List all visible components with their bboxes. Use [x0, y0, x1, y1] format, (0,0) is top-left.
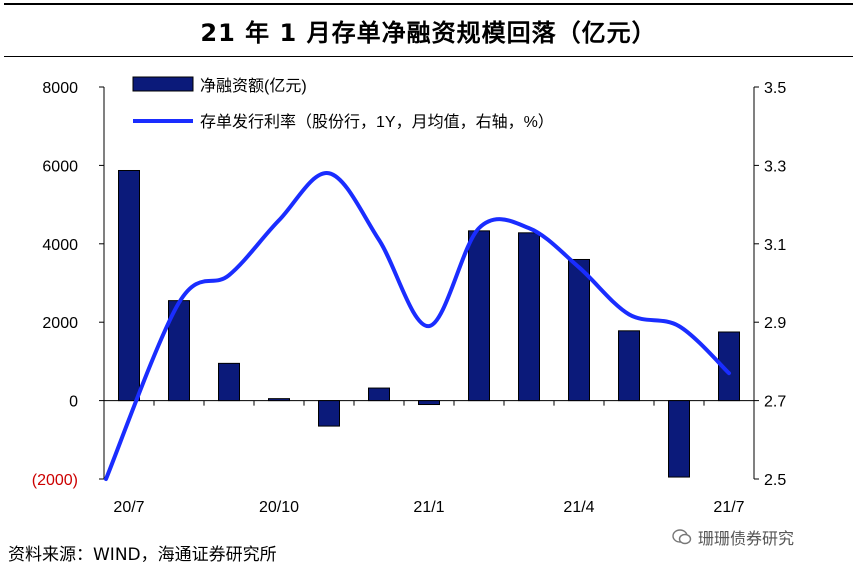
x-tick-label: 21/4	[563, 499, 594, 516]
bar	[718, 331, 740, 402]
right-tick-label: 3.1	[764, 237, 786, 254]
x-tick-label: 21/7	[713, 499, 744, 516]
bar	[568, 258, 590, 402]
bar-series	[118, 169, 740, 478]
bar	[218, 362, 240, 402]
legend-bar-swatch	[132, 76, 194, 92]
rate-line	[104, 171, 731, 481]
left-tick-label: 6000	[42, 158, 78, 175]
line-series	[104, 171, 731, 481]
x-tick-label: 21/1	[413, 499, 444, 516]
x-tick-label: 20/7	[113, 499, 144, 516]
bar	[468, 230, 490, 402]
watermark: 珊珊债券研究	[672, 525, 794, 549]
right-tick-label: 2.7	[764, 394, 786, 411]
wechat-icon	[672, 529, 692, 545]
bar	[368, 387, 390, 402]
left-tick-label: 4000	[42, 237, 78, 254]
source-note: 资料来源：WIND，海通证券研究所	[8, 545, 277, 565]
watermark-text: 珊珊债券研究	[698, 529, 795, 548]
legend-bar-label: 净融资额(亿元)	[200, 77, 307, 95]
left-tick-label: 8000	[42, 80, 78, 97]
legend: 净融资额(亿元) 存单发行利率（股份行，1Y，月均值，右轴，%）	[132, 76, 554, 131]
right-tick-label: 2.5	[764, 472, 786, 489]
bar	[418, 400, 440, 406]
bar	[268, 398, 290, 402]
bar	[118, 169, 140, 402]
right-tick-label: 3.3	[764, 158, 786, 175]
bar	[318, 400, 340, 427]
chart-title: 21 年 1 月存单净融资规模回落（亿元）	[200, 19, 657, 47]
bar	[618, 330, 640, 402]
bar	[668, 400, 690, 478]
left-tick-label: 2000	[42, 315, 78, 332]
legend-line-label: 存单发行利率（股份行，1Y，月均值，右轴，%）	[200, 113, 554, 131]
x-tick-label: 20/10	[259, 499, 299, 516]
left-tick-label: 0	[69, 394, 78, 411]
left-tick-label: (2000)	[32, 472, 78, 489]
right-tick-label: 2.9	[764, 315, 786, 332]
right-tick-label: 3.5	[764, 80, 786, 97]
bar	[518, 232, 540, 402]
title-bar: 21 年 1 月存单净融资规模回落（亿元）	[4, 3, 853, 57]
axes: (2000) 0 2000 4000 6000 8000 2.5 2.7 2.9 3.1 3.3 3.…	[32, 80, 787, 516]
